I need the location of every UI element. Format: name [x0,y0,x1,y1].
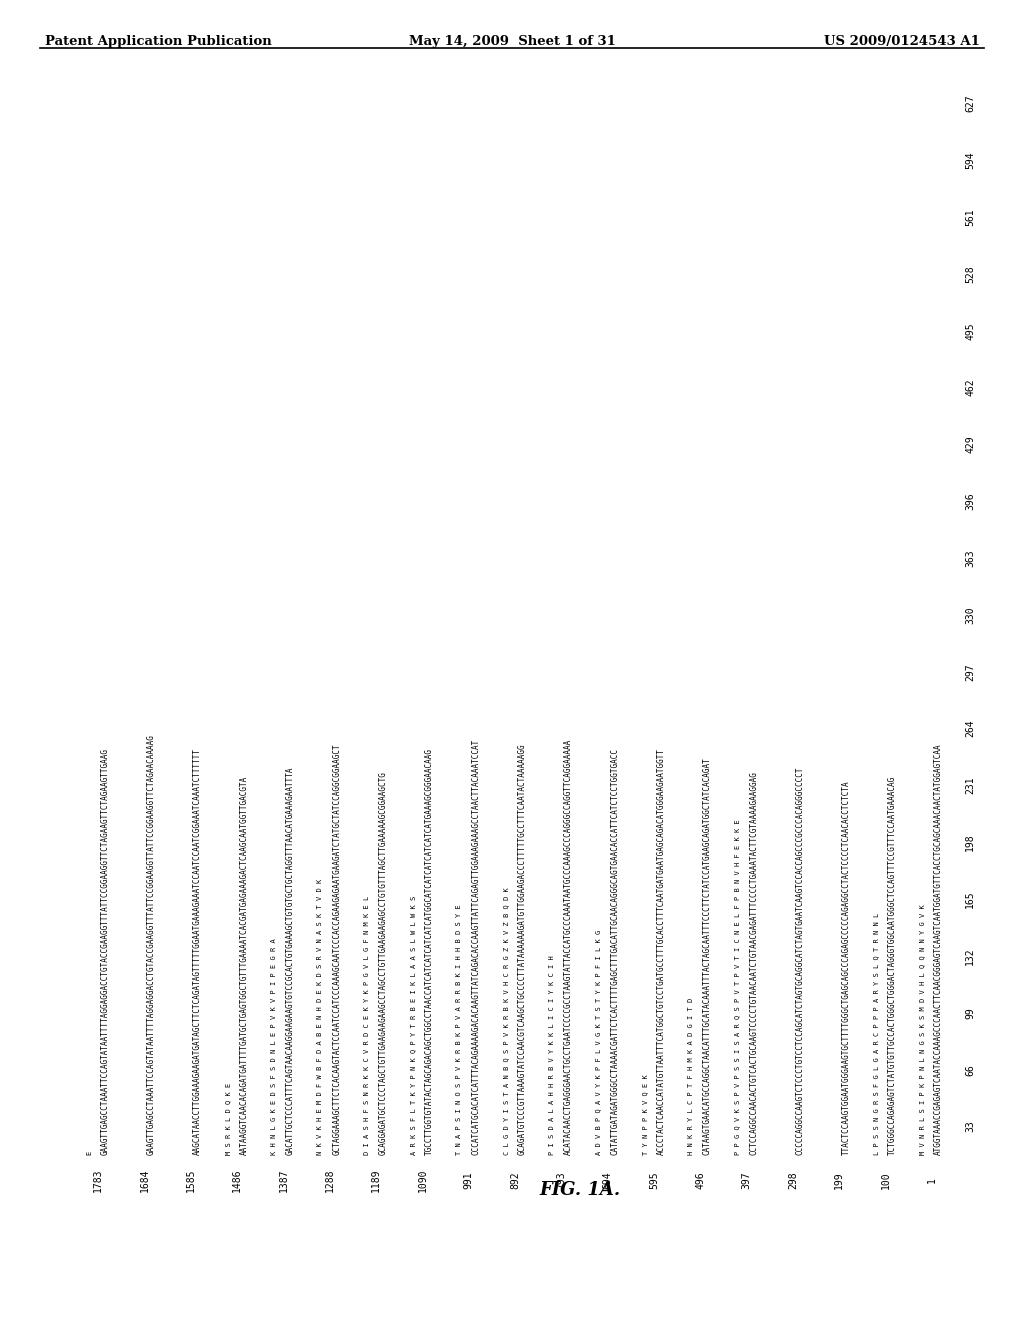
Text: CATATTGATAGATGGGCCTAAAACGATTCTCACTTTTGAGCTTTGACATTGCAACAGGGCAGTGAACACCATTCATCTCC: CATATTGATAGATGGGCCTAAAACGATTCTCACTTTTGAG… [610,748,620,1155]
Text: 1189: 1189 [371,1168,381,1192]
Text: GCAGGAGATGCTCCCTAGCTGTTGAAGAAGAAGCCTAGCCTGTTGAAGAAGAGCCTGTGTTTAGCTTGAAAAAGCGGAAG: GCAGGAGATGCTCCCTAGCTGTTGAAGAAGAAGCCTAGCC… [379,771,387,1155]
Text: 297: 297 [965,663,975,681]
Text: 495: 495 [965,322,975,339]
Text: 1783: 1783 [93,1168,103,1192]
Text: 199: 199 [835,1171,844,1189]
Text: TGCCTTGGTGTATACTAGCAGACAGCTGGCCTAACCATCATCATCATCATCATGGCATCATCATCATCATCATGAAAGCG: TGCCTTGGTGTATACTAGCAGACAGCTGGCCTAACCATCA… [425,748,434,1155]
Text: ACCCTACTCAACCATATGTTAATTTCATGGCTGTCCTGATGCCTTTGCACCTTTCAATGATGAATGAGCAGACATGGGAA: ACCCTACTCAACCATATGTTAATTTCATGGCTGTCCTGAT… [656,748,666,1155]
Text: A D V B P Q A V Y K P F L V G K T S T Y K P F I L K G: A D V B P Q A V Y K P F L V G K T S T Y … [595,929,601,1155]
Text: 991: 991 [464,1171,474,1189]
Text: US 2009/0124543 A1: US 2009/0124543 A1 [824,36,980,48]
Text: GACATTGCTCCCATTTCAGTAACAAGGAAGAAGTGTCCGCACTGTGAAAGCTGTGTGCTGCTAGGTTTAACATGAAAGAA: GACATTGCTCCCATTTCAGTAACAAGGAAGAAGTGTCCGC… [286,767,295,1155]
Text: AATAAGGTCAACACAGATGATTTTGATGCTGAGTGGCTGTTTGAAAATCACGATGAGAAAGACTCAAGCAATGGTTGACG: AATAAGGTCAACACAGATGATTTTGATGCTGAGTGGCTGT… [240,776,249,1155]
Text: 594: 594 [965,152,975,169]
Text: 1486: 1486 [232,1168,242,1192]
Text: 528: 528 [965,265,975,282]
Text: CCCATCATGCACATCATTTACAGAAAAGACACAAGTTATCAGACACCAAGTTATTCAGAGTTGGAAAGAAAGCCTAACTT: CCCATCATGCACATCATTTACAGAAAAGACACAAGTTATC… [471,739,480,1155]
Text: CATAAGTGAACATGCCAGGCTAACATTTGCATACAAATTTACTAGCAATTTCCCTTCTATCCATGAAGCAGATGGCTATC: CATAAGTGAACATGCCAGGCTAACATTTGCATACAAATTT… [702,758,712,1155]
Text: P I S D A L A H H R B V Y K K L I C I Y K C I H: P I S D A L A H H R B V Y K K L I C I Y … [549,956,555,1155]
Text: 363: 363 [965,549,975,568]
Text: 595: 595 [649,1171,659,1189]
Text: CCTCCAGGCCAACACTGTCACTGCAAGTCCCCTGTAACAATCTGTAACGAGATTTCCCCTGAAATACTTCGTAAAAGAAG: CCTCCAGGCCAACACTGTCACTGCAAGTCCCCTGTAACAA… [749,771,758,1155]
Text: 396: 396 [965,492,975,510]
Text: May 14, 2009  Sheet 1 of 31: May 14, 2009 Sheet 1 of 31 [409,36,615,48]
Text: 132: 132 [965,948,975,965]
Text: 892: 892 [510,1171,520,1189]
Text: 793: 793 [556,1171,566,1189]
Text: 330: 330 [965,606,975,624]
Text: GCAGATGTCCCGTTAAAGTATCCAACGTCAAGCTGCCCCTTATAAAAAAGATGTTGGAAGACCCTTTTTGCCTTTCAATA: GCAGATGTCCCGTTAAAGTATCCAACGTCAAGCTGCCCCT… [517,743,526,1155]
Text: GAAGTTGAGCCTAAATTCCAGTATAATTTTAGGAGGACCTGTACCGAAGGTTTATTCCGGAAGGTTATTCCGGAAGGTTC: GAAGTTGAGCCTAAATTCCAGTATAATTTTAGGAGGACCT… [146,734,156,1155]
Text: 1684: 1684 [139,1168,150,1192]
Text: 66: 66 [965,1064,975,1076]
Text: L P S S N G R S F G L G A R C P P P A R Y S L Q T R N N L: L P S S N G R S F G L G A R C P P P A R … [873,912,880,1155]
Text: GCTAGGAAAGCTTCTCACAAGTACTCCAATCCATCCCAAAGCAATCCCACCAGAAGAGAATGAAGATCTATGCTATCCAG: GCTAGGAAAGCTTCTCACAAGTACTCCAATCCATCCCAAA… [332,743,341,1155]
Text: 231: 231 [965,776,975,795]
Text: K H N L G K E D S F S D N L E P V K V P I P E G R A: K H N L G K E D S F S D N L E P V K V P … [271,939,278,1155]
Text: D I A S H F S N R K K C V R D C E K Y K P G V L G F N M K E L: D I A S H F S N R K K C V R D C E K Y K … [364,896,370,1155]
Text: N K V K H E M D F W B F D A B E N H D E K D S R V N A S K T V D K: N K V K H E M D F W B F D A B E N H D E … [317,879,324,1155]
Text: AAGCATAACCTTGGAAAGAAGATGATAGCTTCTCAGATAGTTTTTGGAATGAAAGAAATCCAATCCAATCGGAAATCAAA: AAGCATAACCTTGGAAAGAAGATGATAGCTTCTCAGATAG… [194,748,202,1155]
Text: P P G Q V K S P V P S S I S A R Q S P V T P V T I C N E L F P B N V H F E K K E: P P G Q V K S P V P S S I S A R Q S P V … [734,820,740,1155]
Text: 1585: 1585 [185,1168,196,1192]
Text: C L G D Y I S T A N B Q S P V K R B K V H C R G Z K V Z B Q D K: C L G D Y I S T A N B Q S P V K R B K V … [503,887,509,1155]
Text: Patent Application Publication: Patent Application Publication [45,36,271,48]
Text: T N A P S I N O S P V K R B K P V A R R B K I H H B D S Y E: T N A P S I N O S P V K R B K P V A R R … [457,904,463,1155]
Text: 99: 99 [965,1007,975,1019]
Text: 462: 462 [965,379,975,396]
Text: 627: 627 [965,95,975,112]
Text: 1: 1 [927,1177,937,1183]
Text: 496: 496 [695,1171,706,1189]
Text: FIG. 1A.: FIG. 1A. [540,1181,621,1199]
Text: 694: 694 [603,1171,612,1189]
Text: M V N R L S I P K P N L N G S K S M D V H L Q Q N N Y G V K: M V N R L S I P K P N L N G S K S M D V … [920,904,926,1155]
Text: A R K S F L T K Y P N K Q P Y T R B E I K L A A S L W L W K S: A R K S F L T K Y P N K Q P Y T R B E I … [410,896,416,1155]
Text: 198: 198 [965,833,975,851]
Text: CCCCCAGGCCAAGTCTCCCTGTCCTCCAGCATCTAGTGCAGGCATCTAGTGAATCAAGTCCACCAGCCCGCCCACAGGGC: CCCCCAGGCCAAGTCTCCCTGTCCTCCAGCATCTAGTGCA… [796,767,804,1155]
Text: 100: 100 [881,1171,891,1189]
Text: H N K R Y L C P T F H M K A D G I T D: H N K R Y L C P T F H M K A D G I T D [688,998,694,1155]
Text: 397: 397 [741,1171,752,1189]
Text: GAAGTTGAGCCTAAATTCCAGTATAATTTTAGGAGGACCTGTACCGAAGGTTTATTCCGGAAGGTTCTAGAAGTTCTAGA: GAAGTTGAGCCTAAATTCCAGTATAATTTTAGGAGGACCT… [100,748,110,1155]
Text: T Y N P P K V Q E K: T Y N P P K V Q E K [642,1074,648,1155]
Text: 165: 165 [965,891,975,908]
Text: 1288: 1288 [325,1168,335,1192]
Text: 561: 561 [965,209,975,226]
Text: 1090: 1090 [418,1168,427,1192]
Text: ATGGTAAACCGAGAGTCAATACCAAAGCCCAACTTCAACGGGAGTCAAGTCAATGGATGTTCACCTGCAGCAAACAACTA: ATGGTAAACCGAGAGTCAATACCAAAGCCCAACTTCAACG… [934,743,943,1155]
Text: M S R K L D Q K E: M S R K L D Q K E [225,1082,230,1155]
Text: E: E [86,1151,92,1155]
Text: 33: 33 [965,1121,975,1133]
Text: 429: 429 [965,436,975,453]
Text: TTACTCCAAGTGGAATGGGAAGTGCTTTTGGGCTGAGCAGCCCAGAGCCCCCAGAGGCCTACTCCCCTCAACACCTCTCT: TTACTCCAAGTGGAATGGGAAGTGCTTTTGGGCTGAGCAG… [842,780,851,1155]
Text: TCTGGGCCAGAGAGTCTATGTGTTGCCACTGGGCTGGGACTAGGGTGGCAATGGGCTCCAGTTTCCGTTTCCAATGAAAC: TCTGGGCCAGAGAGTCTATGTGTTGCCACTGGGCTGGGAC… [888,776,897,1155]
Text: 298: 298 [787,1171,798,1189]
Text: 1387: 1387 [279,1168,289,1192]
Text: ACATACAACCTGAGGGAACTGCCTGAATCCCCGCCTAAGTATTACCATGCCCAAATAATGCCCAAAGCCCAGGGCCAGGT: ACATACAACCTGAGGGAACTGCCTGAATCCCCGCCTAAGT… [564,739,572,1155]
Text: 264: 264 [965,719,975,738]
